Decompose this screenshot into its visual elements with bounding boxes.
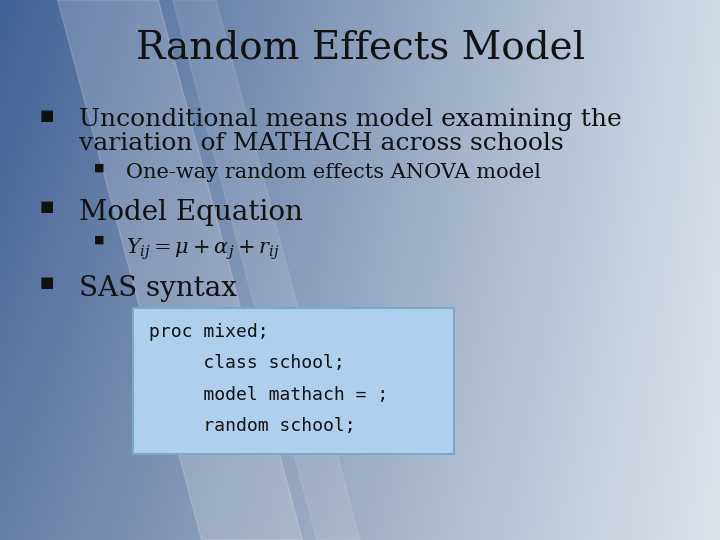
Text: Unconditional means model examining the: Unconditional means model examining the <box>79 108 622 131</box>
Text: ■: ■ <box>40 275 54 291</box>
Text: $Y_{ij} = \mu + \alpha_j + r_{ij}$: $Y_{ij} = \mu + \alpha_j + r_{ij}$ <box>126 237 279 262</box>
Text: Model Equation: Model Equation <box>79 199 303 226</box>
Polygon shape <box>173 0 360 540</box>
Text: variation of MATHACH across schools: variation of MATHACH across schools <box>79 132 564 156</box>
Text: proc mixed;: proc mixed; <box>149 323 269 341</box>
Text: One-way random effects ANOVA model: One-way random effects ANOVA model <box>126 163 541 182</box>
Text: ■: ■ <box>94 163 104 173</box>
Text: model mathach = ;: model mathach = ; <box>149 386 388 403</box>
Text: Random Effects Model: Random Effects Model <box>135 30 585 67</box>
Text: SAS syntax: SAS syntax <box>79 275 237 302</box>
Text: ■: ■ <box>40 199 54 214</box>
Text: class school;: class school; <box>149 354 345 372</box>
Text: ■: ■ <box>40 108 54 123</box>
Text: ■: ■ <box>94 235 104 245</box>
Polygon shape <box>58 0 302 540</box>
FancyBboxPatch shape <box>133 308 454 454</box>
Text: random school;: random school; <box>149 417 356 435</box>
